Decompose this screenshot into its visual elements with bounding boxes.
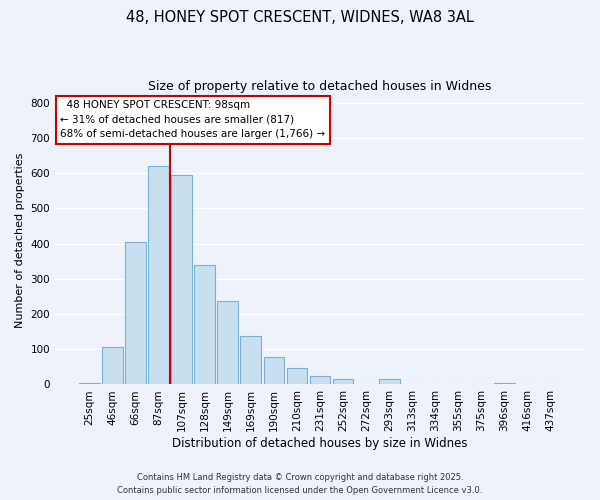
Bar <box>148 166 169 384</box>
Bar <box>494 382 515 384</box>
Bar <box>241 336 261 384</box>
Y-axis label: Number of detached properties: Number of detached properties <box>15 152 25 328</box>
Title: Size of property relative to detached houses in Widnes: Size of property relative to detached ho… <box>148 80 492 93</box>
Text: Contains HM Land Registry data © Crown copyright and database right 2025.
Contai: Contains HM Land Registry data © Crown c… <box>118 474 482 495</box>
Bar <box>194 266 215 384</box>
Text: 48 HONEY SPOT CRESCENT: 98sqm
← 31% of detached houses are smaller (817)
68% of : 48 HONEY SPOT CRESCENT: 98sqm ← 31% of d… <box>61 100 325 140</box>
Bar <box>79 382 100 384</box>
Bar <box>217 302 238 384</box>
Bar <box>263 357 284 384</box>
Bar <box>125 242 146 384</box>
Bar <box>287 368 307 384</box>
Bar <box>102 347 123 385</box>
Bar <box>172 175 192 384</box>
Text: 48, HONEY SPOT CRESCENT, WIDNES, WA8 3AL: 48, HONEY SPOT CRESCENT, WIDNES, WA8 3AL <box>126 10 474 25</box>
X-axis label: Distribution of detached houses by size in Widnes: Distribution of detached houses by size … <box>172 437 468 450</box>
Bar <box>310 376 331 384</box>
Bar <box>332 379 353 384</box>
Bar <box>379 379 400 384</box>
